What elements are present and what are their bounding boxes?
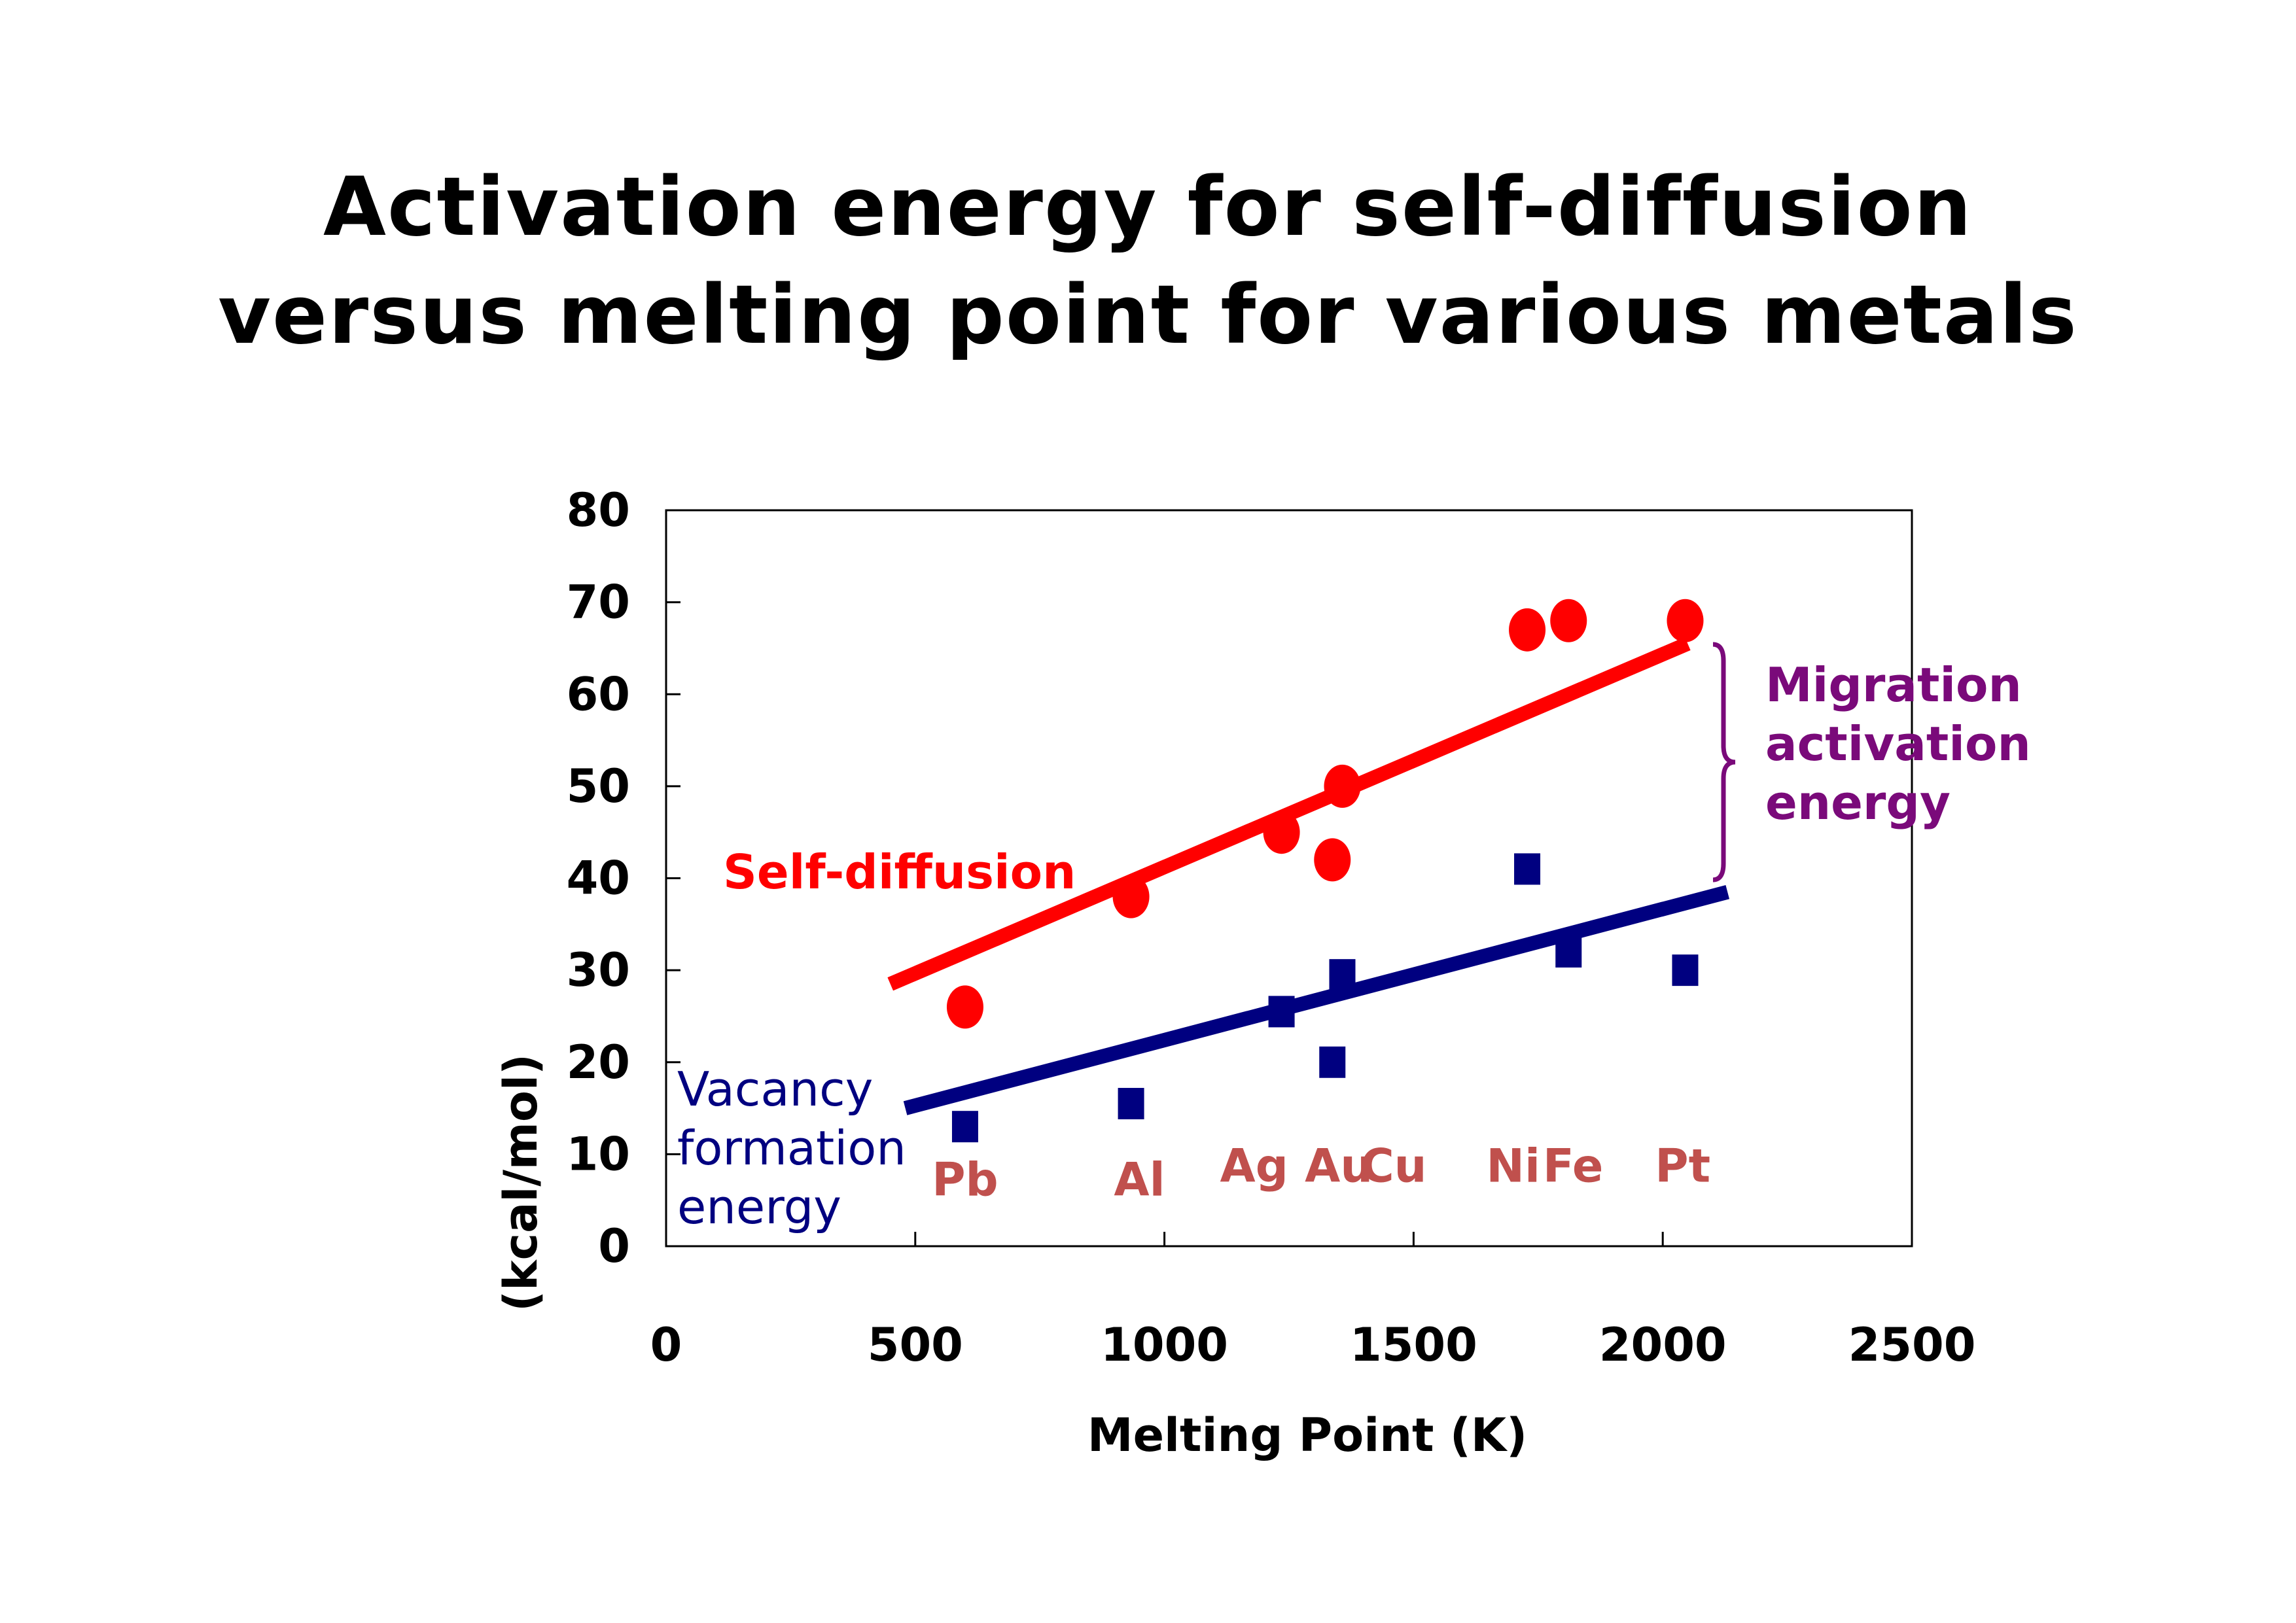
self-diffusion-point — [1112, 875, 1150, 918]
y-tick-label: 40 — [567, 852, 630, 905]
y-tick-label: 80 — [567, 483, 630, 537]
migration-label-line: Migration — [1765, 657, 2022, 712]
x-tick-label: 2500 — [1848, 1318, 1976, 1372]
migration-brace — [1712, 642, 1736, 882]
metal-label: Al — [1114, 1153, 1165, 1207]
metal-label: Fe — [1543, 1140, 1603, 1193]
y-tick-label: 50 — [567, 759, 630, 813]
metal-label: Pt — [1655, 1140, 1710, 1193]
vacancy-label-line: energy — [677, 1179, 841, 1234]
y-tick-label: 0 — [598, 1219, 630, 1273]
metal-label: Ni — [1486, 1140, 1540, 1193]
y-tick-label: 70 — [567, 576, 630, 629]
vacancy-label-line: formation — [677, 1121, 906, 1176]
metal-label: Au — [1305, 1140, 1373, 1193]
y-tick-label: 10 — [567, 1127, 630, 1181]
metal-label: Pb — [932, 1153, 998, 1207]
self-diffusion-point — [1324, 764, 1361, 808]
self-diffusion-label: Self-diffusion — [723, 845, 1076, 899]
vacancy-point — [1555, 936, 1582, 968]
vacancy-point — [951, 1111, 978, 1143]
vacancy-point — [1268, 996, 1295, 1028]
migration-label-line: activation — [1765, 716, 2031, 771]
metal-label: Cu — [1360, 1140, 1426, 1193]
y-tick-label: 60 — [567, 667, 630, 721]
title-line-2: versus melting point for various metals — [218, 268, 2078, 362]
x-tick-label: 1500 — [1350, 1318, 1477, 1372]
self-diffusion-point — [1550, 599, 1587, 642]
data-points — [946, 599, 1704, 1143]
self-diffusion-point — [1263, 811, 1300, 854]
vacancy-label-line: Vacancy — [677, 1062, 873, 1117]
vacancy-point — [1672, 954, 1699, 986]
self-diffusion-point — [1314, 838, 1351, 882]
metal-label: Ag — [1220, 1140, 1288, 1193]
vacancy-point — [1329, 959, 1356, 991]
x-axis: 0 500 1000 1500 2000 2500 — [650, 1232, 1976, 1372]
vacancy-trendline — [903, 884, 1730, 1115]
self-diffusion-point — [946, 985, 983, 1029]
x-tick-label: 0 — [650, 1318, 682, 1372]
x-axis-title: Melting Point (K) — [1087, 1408, 1527, 1462]
title-line-1: Activation energy for self-diffusion — [323, 160, 1973, 254]
y-axis-title: (kcal/mol) — [494, 1054, 548, 1312]
y-tick-label: 30 — [567, 943, 630, 997]
vacancy-point — [1514, 853, 1541, 885]
self-diffusion-point — [1509, 608, 1546, 652]
self-diffusion-point — [1667, 599, 1704, 642]
x-tick-label: 2000 — [1599, 1318, 1727, 1372]
x-tick-label: 1000 — [1101, 1318, 1228, 1372]
vacancy-point — [1118, 1088, 1144, 1120]
y-axis: 0 10 20 30 40 50 60 70 80 — [567, 483, 680, 1273]
y-tick-label: 20 — [567, 1036, 630, 1089]
x-tick-label: 500 — [868, 1318, 963, 1372]
migration-label-line: energy — [1765, 775, 1951, 830]
vacancy-point — [1319, 1046, 1346, 1078]
